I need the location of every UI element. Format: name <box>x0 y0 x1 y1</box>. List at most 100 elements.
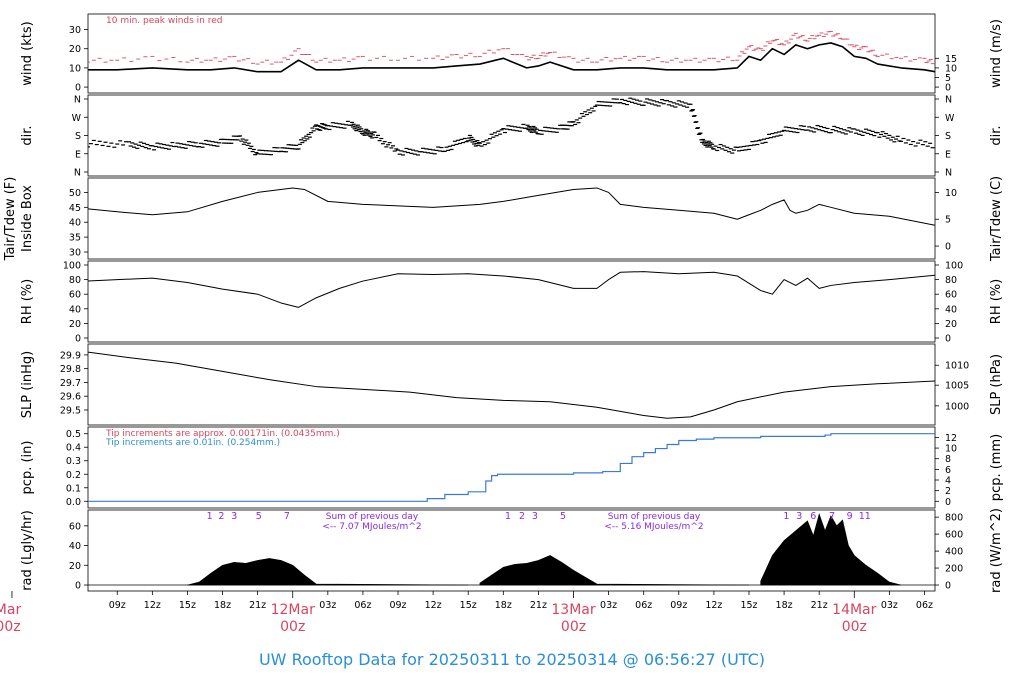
right-tick-label: 5 <box>945 73 951 84</box>
left-tick-label: 29.5 <box>60 405 81 416</box>
left-tick-label: 29.7 <box>60 378 81 389</box>
ylabel-right: Tair/Tdew (C) <box>989 176 1004 262</box>
right-tick-label: 2 <box>945 486 951 497</box>
left-tick-label: 0.5 <box>66 429 81 440</box>
right-tick-label: 20 <box>945 319 957 330</box>
right-tick-label: 6 <box>945 465 951 476</box>
left-tick-label: 29.8 <box>60 364 81 375</box>
hour-tick-label: 21z <box>811 600 828 611</box>
right-tick-label: E <box>945 149 951 160</box>
pcp-annotation: Tip increments are 0.01in. (0.254mm.) <box>105 438 280 448</box>
right-tick-label: 1000 <box>945 401 969 412</box>
left-tick-label: 35 <box>69 233 81 244</box>
left-tick-label: E <box>75 149 81 160</box>
panel-rh: 0 20 40 60 80 100 0 20 40 60 80 100 RH (%) RH (%) <box>20 261 1004 345</box>
panel-frame-rad <box>87 509 936 592</box>
right-tick-label: 40 <box>945 304 957 315</box>
left-tick-label: 20 <box>69 319 81 330</box>
ylabel-left: pcp. (in) <box>20 441 35 495</box>
hour-tick-label: 21z <box>249 600 266 611</box>
hour-tick-label: 03z <box>600 600 617 611</box>
right-tick-label: 800 <box>945 513 963 524</box>
hour-tick-label: 09z <box>670 600 687 611</box>
pcp-annotation: Tip increments are approx. 0.00171in. (0… <box>105 429 340 439</box>
hour-tick-label: 15z <box>179 600 196 611</box>
sun-hour-mark: 3 <box>532 511 538 522</box>
series-wind <box>88 42 935 73</box>
panel-frame-dir <box>87 94 936 177</box>
left-tick-label: 45 <box>69 203 81 214</box>
left-tick-label: 40 <box>69 218 81 229</box>
right-tick-label: 0 <box>945 242 951 253</box>
left-tick-label: 0.0 <box>66 497 81 508</box>
hour-tick-label: 12z <box>425 600 442 611</box>
sun-hour-mark: 5 <box>560 511 566 522</box>
day-label-date: 14Mar <box>832 602 876 618</box>
ylabel-right: dir. <box>989 125 1004 145</box>
left-tick-label: 100 <box>63 261 81 272</box>
sun-hour-mark: 7 <box>284 511 290 522</box>
day-total-label: Sum of previous day <box>608 512 701 522</box>
hour-tick-label: 18z <box>776 600 793 611</box>
right-tick-label: N <box>945 168 952 179</box>
sun-hour-mark: 1 <box>505 511 511 522</box>
day-total-value: <-- 5.16 MJoules/m^2 <box>604 522 703 532</box>
sun-hour-mark: 9 <box>847 511 853 522</box>
day-total-value: <-- 7.07 MJoules/m^2 <box>322 522 421 532</box>
right-tick-label: 10 <box>945 188 957 199</box>
right-tick-label: 0 <box>945 334 951 345</box>
left-tick-label: 10 <box>69 63 81 74</box>
series-slp <box>88 351 935 419</box>
right-tick-label: 1010 <box>945 361 969 372</box>
left-tick-label: 50 <box>69 188 81 199</box>
ylabel-left: Tair/Tdew (F) <box>3 177 18 262</box>
ylabel-left: rad (Lgly/hr) <box>20 510 35 591</box>
right-tick-label: 4 <box>945 476 951 487</box>
ylabel-left: RH (%) <box>20 279 35 324</box>
left-tick-label: 0 <box>75 581 81 592</box>
hour-tick-label: 15z <box>460 600 477 611</box>
right-tick-label: 0 <box>945 497 951 508</box>
right-tick-label: N <box>945 95 952 106</box>
sun-hour-mark: 3 <box>796 511 802 522</box>
day-label-time: 00z <box>561 619 586 635</box>
hour-tick-label: 18z <box>214 600 231 611</box>
day-label-date: 12Mar <box>271 602 315 618</box>
radiation-area <box>187 558 469 586</box>
left-tick-label: 60 <box>69 521 81 532</box>
left-tick-label: N <box>74 95 81 106</box>
day-label-date: Mar <box>0 602 21 618</box>
hour-tick-label: 12z <box>705 600 722 611</box>
day-label-date: 13Mar <box>551 602 595 618</box>
hour-tick-label: 09z <box>109 600 126 611</box>
day-label-time: 00z <box>0 619 21 635</box>
chart-footer-title: UW Rooftop Data for 20250311 to 20250314… <box>259 650 765 669</box>
right-tick-label: S <box>945 131 951 142</box>
sun-hour-mark: 5 <box>256 511 262 522</box>
right-tick-label: 0 <box>945 581 951 592</box>
right-tick-label: 10 <box>945 63 957 74</box>
hour-tick-label: 06z <box>635 600 652 611</box>
ylabel-left: wind (kts) <box>20 21 35 85</box>
panel-frame-wind <box>87 13 936 94</box>
panel-frame-temp <box>87 177 936 260</box>
day-label-time: 00z <box>280 619 305 635</box>
hour-tick-label: 06z <box>354 600 371 611</box>
left-tick-label: 80 <box>69 275 81 286</box>
sun-hour-mark: 2 <box>218 511 224 522</box>
left-tick-label: 20 <box>69 44 81 55</box>
hour-tick-label: 03z <box>319 600 336 611</box>
hour-tick-label: 12z <box>144 600 161 611</box>
left-tick-label: 0.3 <box>66 456 81 467</box>
panel-slp: 29.5 29.6 29.7 29.8 29.9 1000 1005 1010 SLP (inH… <box>20 343 1004 426</box>
left-tick-label: 30 <box>69 248 81 259</box>
ylabel-right: wind (m/s) <box>989 19 1004 88</box>
ylabel-right: rad (W/m^2) <box>989 508 1004 593</box>
panel-frame-rh <box>87 260 936 343</box>
day-label-time: 00z <box>842 619 867 635</box>
